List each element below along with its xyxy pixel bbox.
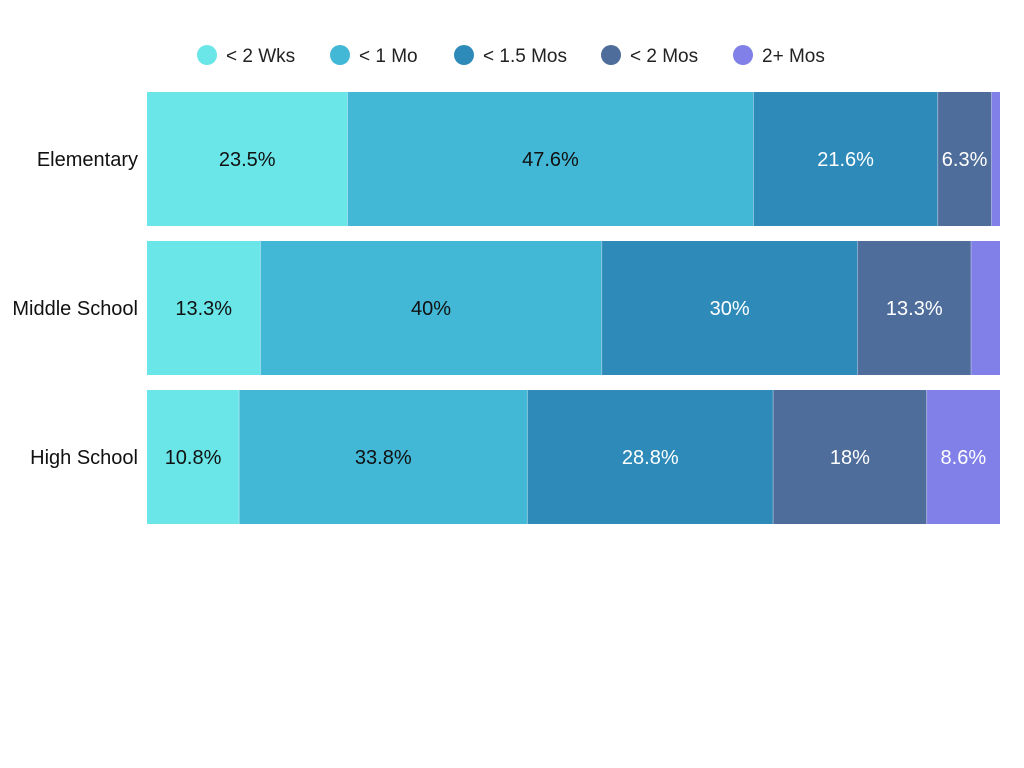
bar-segment-high-school-lt-1-mo: [239, 390, 528, 524]
bar-segment-elementary-lt-1-5-mos: [753, 92, 938, 226]
legend-label-lt-2-mos: < 2 Mos: [630, 46, 698, 67]
bar-segment-high-school-lt-2-mos: [773, 390, 927, 524]
bar-segment-elementary-2plus-mos: [991, 92, 1000, 226]
legend-swatch-2plus-mos: [733, 45, 753, 65]
segment-divider: [970, 241, 972, 375]
segment-divider: [772, 390, 774, 524]
bar-segment-middle-school-2plus-mos: [970, 241, 1000, 375]
legend-label-lt-1-5-mos: < 1.5 Mos: [483, 46, 567, 67]
segment-divider: [926, 390, 928, 524]
legend: < 2 Wks < 1 Mo < 1.5 Mos < 2 Mos 2+ Mos: [197, 45, 825, 67]
category-labels: Elementary Middle School High School: [12, 149, 138, 469]
category-label-high-school: High School: [30, 447, 138, 469]
segment-divider: [346, 92, 348, 226]
data-label-high-school-lt-2-wks: 10.8%: [165, 447, 222, 469]
bar-segment-elementary-lt-1-mo: [347, 92, 754, 226]
data-label-high-school-lt-1-mo: 33.8%: [355, 447, 412, 469]
segment-divider: [752, 92, 754, 226]
legend-label-2plus-mos: 2+ Mos: [762, 46, 825, 67]
bar-segment-elementary-lt-2-wks: [147, 92, 348, 226]
data-label-elementary-lt-2-mos: 6.3%: [942, 149, 988, 171]
bar-segment-middle-school-lt-2-mos: [857, 241, 971, 375]
category-label-middle-school: Middle School: [12, 298, 138, 320]
category-label-elementary: Elementary: [37, 149, 138, 171]
data-label-high-school-lt-2-mos: 18%: [830, 447, 870, 469]
data-label-high-school-2plus-mos: 8.6%: [941, 447, 987, 469]
segment-divider: [238, 390, 240, 524]
segment-divider: [857, 241, 859, 375]
segment-divider: [937, 92, 939, 226]
bar-segment-high-school-lt-2-wks: [147, 390, 240, 524]
data-label-middle-school-lt-2-mos: 13.3%: [886, 298, 943, 320]
segment-divider: [601, 241, 603, 375]
legend-swatch-lt-1-mo: [330, 45, 350, 65]
bar-segment-elementary-lt-2-mos: [937, 92, 992, 226]
legend-label-lt-2-wks: < 2 Wks: [226, 46, 295, 67]
legend-swatch-lt-1-5-mos: [454, 45, 474, 65]
segment-divider: [990, 92, 992, 226]
bar-segment-middle-school-lt-1-5-mos: [601, 241, 858, 375]
bars: [147, 92, 1000, 524]
data-label-middle-school-lt-2-wks: 13.3%: [175, 298, 232, 320]
legend-swatch-lt-2-wks: [197, 45, 217, 65]
data-label-high-school-lt-1-5-mos: 28.8%: [622, 447, 679, 469]
bar-segment-high-school-lt-1-5-mos: [527, 390, 774, 524]
segment-divider: [526, 390, 528, 524]
data-label-elementary-lt-1-5-mos: 21.6%: [817, 149, 874, 171]
data-label-middle-school-lt-1-5-mos: 30%: [710, 298, 750, 320]
data-label-elementary-lt-1-mo: 47.6%: [522, 149, 579, 171]
legend-swatch-lt-2-mos: [601, 45, 621, 65]
bar-segment-middle-school-lt-1-mo: [260, 241, 602, 375]
legend-label-lt-1-mo: < 1 Mo: [359, 46, 418, 67]
bar-segment-middle-school-lt-2-wks: [147, 241, 261, 375]
data-label-middle-school-lt-1-mo: 40%: [411, 298, 451, 320]
data-label-elementary-lt-2-wks: 23.5%: [219, 149, 276, 171]
bar-segment-high-school-2plus-mos: [926, 390, 1000, 524]
segment-divider: [259, 241, 261, 375]
data-labels: 23.5% 47.6% 21.6% 6.3% 13.3% 40% 30% 13.3% 10.8%…: [165, 149, 988, 469]
